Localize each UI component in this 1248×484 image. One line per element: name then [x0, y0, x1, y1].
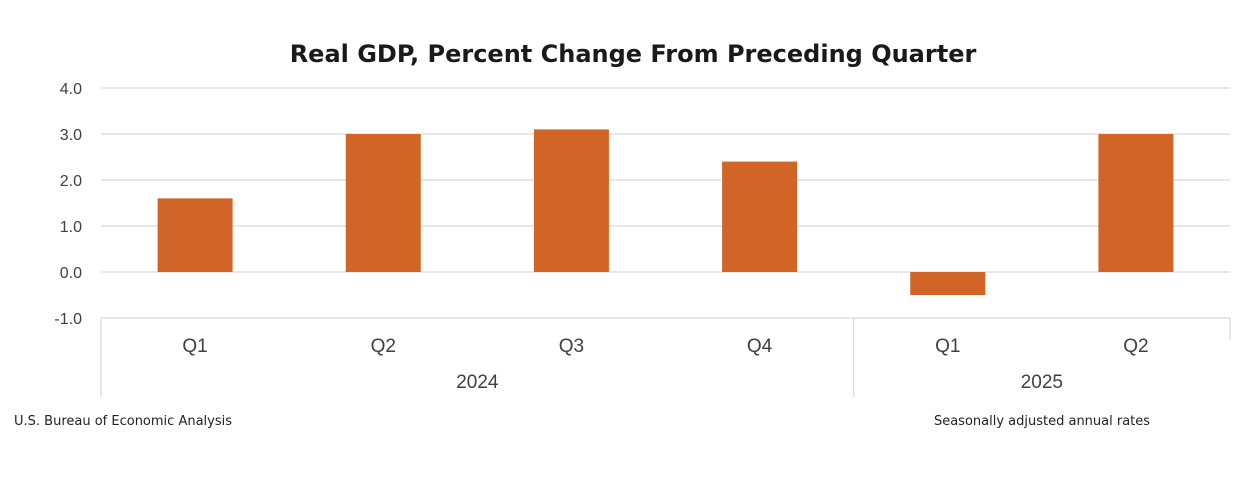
- y-tick-label: 3.0: [60, 127, 82, 144]
- x-tick-label: Q3: [559, 336, 584, 357]
- rate-note: Seasonally adjusted annual rates: [934, 414, 1150, 429]
- x-tick-label: Q1: [935, 336, 960, 357]
- source-note: U.S. Bureau of Economic Analysis: [14, 414, 232, 429]
- y-tick-label: 1.0: [60, 219, 82, 236]
- y-tick-label: 0.0: [60, 265, 82, 282]
- bar: [1098, 134, 1174, 272]
- x-group-label: 2024: [456, 372, 499, 393]
- bar: [345, 134, 421, 272]
- chart-title: Real GDP, Percent Change From Preceding …: [290, 40, 977, 68]
- x-group-label: 2025: [1021, 372, 1063, 393]
- x-tick-label: Q1: [182, 336, 207, 357]
- y-tick-label: 4.0: [60, 81, 82, 98]
- y-axis-ticks: 4.0 3.0 2.0 1.0 0.0 -1.0: [54, 81, 82, 328]
- bar: [722, 161, 798, 272]
- y-tick-label: -1.0: [54, 311, 82, 328]
- y-tick-label: 2.0: [60, 173, 82, 190]
- bar: [910, 272, 986, 295]
- bar: [533, 129, 609, 272]
- x-tick-label: Q2: [1123, 336, 1148, 357]
- bars: [157, 129, 1174, 295]
- x-tick-label: Q4: [747, 336, 773, 357]
- gridlines: [101, 87, 1230, 273]
- bar: [157, 198, 233, 272]
- x-axis: Q1 Q2 Q3 Q4 Q1 Q2 2024 2025: [100, 317, 1231, 397]
- x-tick-label: Q2: [371, 336, 396, 357]
